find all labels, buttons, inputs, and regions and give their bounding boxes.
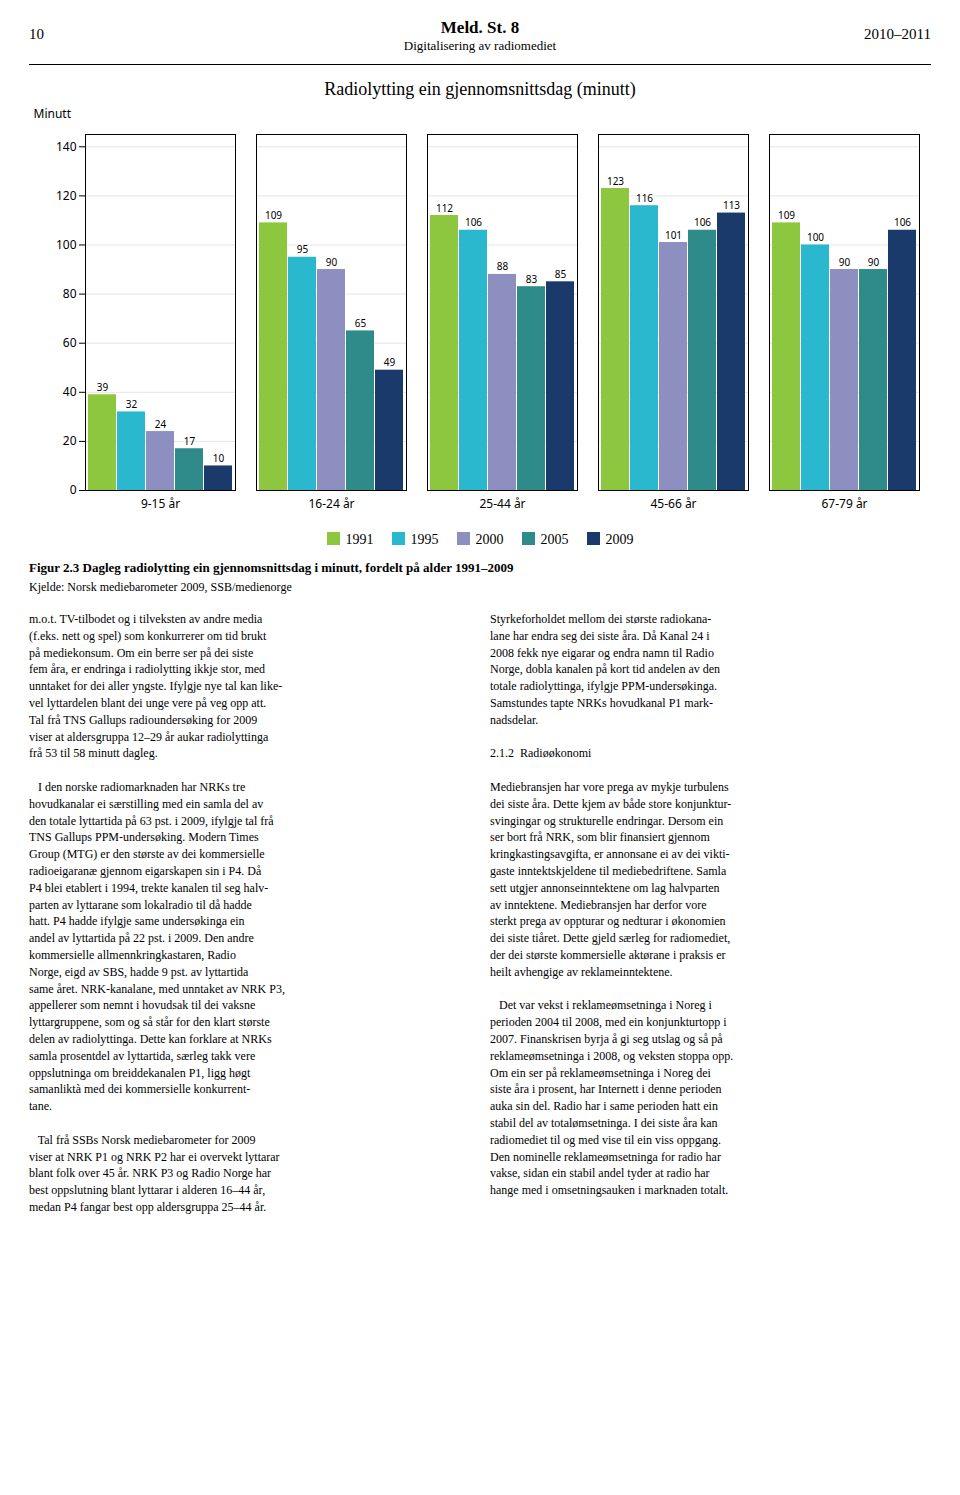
svg-text:112: 112 xyxy=(436,201,453,215)
html-text:2000: 2000 xyxy=(475,532,504,547)
svg-text:67-79 år: 67-79 år xyxy=(821,495,867,512)
svg-text:109: 109 xyxy=(265,208,282,222)
svg-text:88: 88 xyxy=(497,259,509,273)
svg-text:106: 106 xyxy=(894,215,911,229)
svg-text:10: 10 xyxy=(213,451,225,465)
html-text:1995: 1995 xyxy=(410,532,439,547)
html-text:Radiolytting ein gjennomsnitts: Radiolytting ein gjennomsnittsdag (minut… xyxy=(324,79,636,99)
svg-text:9-15 år: 9-15 år xyxy=(141,495,180,512)
svg-text:90: 90 xyxy=(868,255,880,269)
html-text:Styrkeforholdet mellom dei stø: Styrkeforholdet mellom dei største radio… xyxy=(490,612,734,1198)
svg-text:83: 83 xyxy=(526,272,538,286)
svg-text:106: 106 xyxy=(694,215,711,229)
html-text:Kjelde: Norsk mediebarometer 2: Kjelde: Norsk mediebarometer 2009, SSB/m… xyxy=(29,580,292,594)
svg-text:0: 0 xyxy=(70,481,77,498)
html-text:2009: 2009 xyxy=(605,532,634,547)
html-text:m.o.t. TV-tilbodet og i tilvek: m.o.t. TV-tilbodet og i tilveksten av an… xyxy=(29,612,285,1214)
html-text:Digitalisering av radiomediet: Digitalisering av radiomediet xyxy=(403,38,557,53)
svg-text:20: 20 xyxy=(63,432,77,449)
svg-text:49: 49 xyxy=(384,355,396,369)
svg-text:80: 80 xyxy=(63,285,77,302)
svg-text:24: 24 xyxy=(155,417,167,431)
svg-text:109: 109 xyxy=(778,208,795,222)
svg-text:116: 116 xyxy=(636,191,653,205)
svg-text:85: 85 xyxy=(555,267,567,281)
svg-text:45-66 år: 45-66 år xyxy=(650,495,696,512)
svg-text:32: 32 xyxy=(126,397,138,411)
svg-text:100: 100 xyxy=(807,230,824,244)
svg-text:101: 101 xyxy=(665,228,682,242)
svg-text:16-24 år: 16-24 år xyxy=(308,495,354,512)
svg-text:120: 120 xyxy=(56,187,77,204)
svg-text:17: 17 xyxy=(184,434,196,448)
html-text:1991: 1991 xyxy=(345,532,374,547)
html-text:Meld. St. 8: Meld. St. 8 xyxy=(440,18,520,37)
svg-text:90: 90 xyxy=(839,255,851,269)
svg-text:106: 106 xyxy=(465,215,482,229)
svg-text:113: 113 xyxy=(723,198,740,212)
svg-text:25-44 år: 25-44 år xyxy=(479,495,525,512)
svg-text:100: 100 xyxy=(56,236,77,253)
svg-text:Minutt: Minutt xyxy=(34,106,72,122)
html-text:Figur 2.3 Dagleg radiolytting: Figur 2.3 Dagleg radiolytting ein gjenno… xyxy=(29,560,514,575)
svg-text:90: 90 xyxy=(326,255,338,269)
html-text:2005: 2005 xyxy=(540,532,569,547)
svg-text:123: 123 xyxy=(607,174,624,188)
html-text:2010–2011: 2010–2011 xyxy=(864,26,931,42)
svg-text:95: 95 xyxy=(297,242,309,256)
svg-text:60: 60 xyxy=(63,334,77,351)
svg-text:65: 65 xyxy=(355,316,367,330)
svg-text:40: 40 xyxy=(63,383,77,400)
html-text:10: 10 xyxy=(29,26,44,42)
svg-text:140: 140 xyxy=(56,138,77,155)
svg-text:39: 39 xyxy=(97,380,109,394)
